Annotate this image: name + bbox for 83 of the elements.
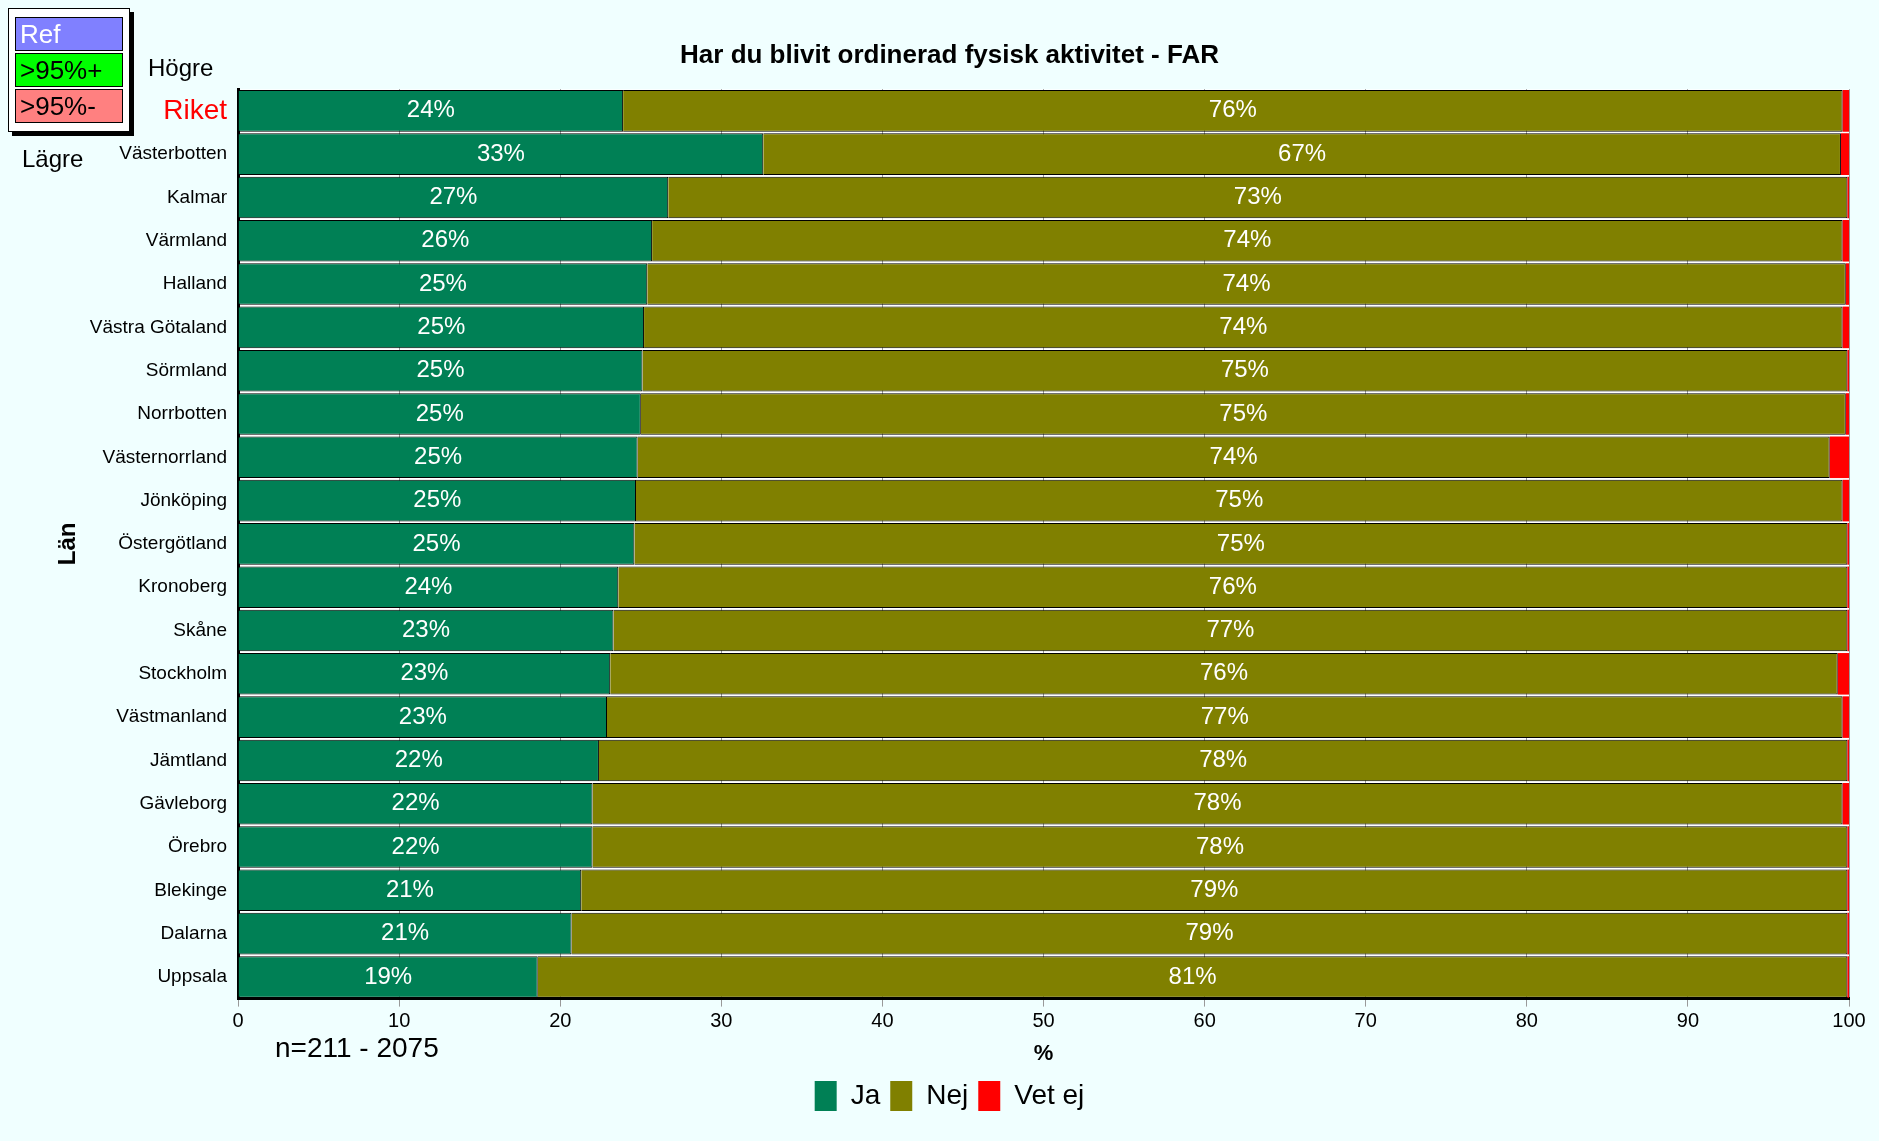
text: Lägre bbox=[22, 145, 84, 173]
y-tick-label: Västra Götaland bbox=[89, 315, 228, 337]
data-label: 74% bbox=[1209, 441, 1258, 469]
y-tick-label: Jönköping bbox=[140, 488, 228, 510]
x-tick-label: 50 bbox=[1032, 1009, 1055, 1032]
data-label: 23% bbox=[398, 701, 447, 729]
data-label: 24% bbox=[404, 571, 453, 599]
y-tick-label: Stockholm bbox=[138, 662, 228, 684]
x-tick-label: 80 bbox=[1515, 1009, 1538, 1032]
y-tick-label: Örebro bbox=[167, 835, 228, 857]
data-label: 76% bbox=[1208, 571, 1257, 599]
y-tick-label: Västmanland bbox=[116, 705, 228, 727]
x-tick-label: 0 bbox=[232, 1009, 244, 1032]
y-axis-title: Län bbox=[53, 522, 81, 566]
text: n=211 - 2075 bbox=[275, 1032, 439, 1064]
data-label: 77% bbox=[1206, 615, 1255, 643]
data-label: 25% bbox=[416, 355, 465, 383]
x-tick-label: 90 bbox=[1676, 1009, 1700, 1032]
data-label: 77% bbox=[1200, 701, 1249, 729]
data-label: 33% bbox=[476, 138, 525, 166]
y-tick-label: Norrbotten bbox=[137, 402, 228, 424]
data-label: 75% bbox=[1219, 398, 1268, 426]
data-label: 25% bbox=[413, 485, 462, 513]
data-label: 75% bbox=[1216, 528, 1265, 556]
chart-title: Har du blivit ordinerad fysisk aktivitet - FAR bbox=[680, 38, 1220, 69]
data-label: 73% bbox=[1233, 182, 1282, 210]
legend-label: Vet ej bbox=[1014, 1078, 1085, 1110]
data-label: 76% bbox=[1208, 95, 1257, 123]
y-tick-label: Värmland bbox=[145, 229, 228, 250]
y-tick-label: Uppsala bbox=[157, 965, 228, 987]
y-tick-label: Blekinge bbox=[154, 878, 228, 900]
data-label: 23% bbox=[402, 615, 451, 643]
data-label: 81% bbox=[1168, 961, 1217, 989]
data-label: 22% bbox=[394, 745, 443, 773]
x-tick-label: 20 bbox=[549, 1009, 572, 1032]
x-axis-title: % bbox=[1033, 1039, 1054, 1065]
data-label: 25% bbox=[418, 268, 467, 296]
y-tick-label: Halland bbox=[162, 272, 228, 294]
y-tick-label: Västerbotten bbox=[119, 142, 228, 164]
data-label: 74% bbox=[1223, 225, 1272, 253]
y-tick-label: Jämtland bbox=[150, 748, 228, 770]
x-tick-label: 30 bbox=[710, 1009, 733, 1032]
y-tick-label: Gävleborg bbox=[139, 791, 228, 813]
data-label: 79% bbox=[1185, 918, 1234, 946]
y-tick-label: Skåne bbox=[173, 618, 228, 640]
data-label: 26% bbox=[421, 225, 470, 253]
legend-label: Ja bbox=[850, 1078, 881, 1110]
data-label: 27% bbox=[429, 182, 478, 210]
data-label: 79% bbox=[1190, 874, 1239, 902]
y-tick-label: Kronoberg bbox=[138, 575, 228, 597]
text: Högre bbox=[148, 54, 214, 82]
y-tick-label: Dalarna bbox=[160, 921, 228, 943]
y-tick-label: Västernorrland bbox=[102, 445, 228, 467]
data-label: 21% bbox=[381, 918, 430, 946]
data-label: 25% bbox=[412, 528, 461, 556]
x-tick-label: 100 bbox=[1832, 1009, 1866, 1032]
data-label: 25% bbox=[415, 398, 464, 426]
data-label: 76% bbox=[1199, 658, 1248, 686]
data-label: 25% bbox=[417, 312, 466, 339]
data-label: 19% bbox=[364, 961, 413, 989]
data-label: 78% bbox=[1199, 745, 1248, 773]
data-label: 22% bbox=[391, 788, 440, 816]
data-label: 25% bbox=[414, 441, 463, 469]
y-tick-label: Sörmland bbox=[145, 358, 228, 380]
x-tick-label: 40 bbox=[871, 1009, 894, 1032]
data-label: 75% bbox=[1220, 355, 1269, 383]
data-label: 22% bbox=[391, 831, 440, 859]
data-label: 78% bbox=[1195, 831, 1244, 859]
data-label: 67% bbox=[1278, 138, 1327, 166]
data-label: 78% bbox=[1193, 788, 1242, 816]
x-tick-label: 60 bbox=[1193, 1009, 1216, 1032]
y-tick-label: Kalmar bbox=[166, 185, 228, 207]
data-label: 75% bbox=[1215, 485, 1264, 513]
y-tick-label: Östergötland bbox=[118, 532, 228, 554]
y-tick-label: Riket bbox=[163, 93, 228, 125]
legend-label: Nej bbox=[926, 1078, 969, 1110]
data-label: 74% bbox=[1219, 312, 1268, 339]
data-label: 23% bbox=[400, 658, 449, 686]
data-label: 74% bbox=[1222, 268, 1271, 296]
x-tick-label: 70 bbox=[1354, 1009, 1377, 1032]
x-tick-label: 10 bbox=[388, 1009, 411, 1032]
data-label: 24% bbox=[406, 95, 455, 123]
data-label: 21% bbox=[385, 874, 434, 902]
